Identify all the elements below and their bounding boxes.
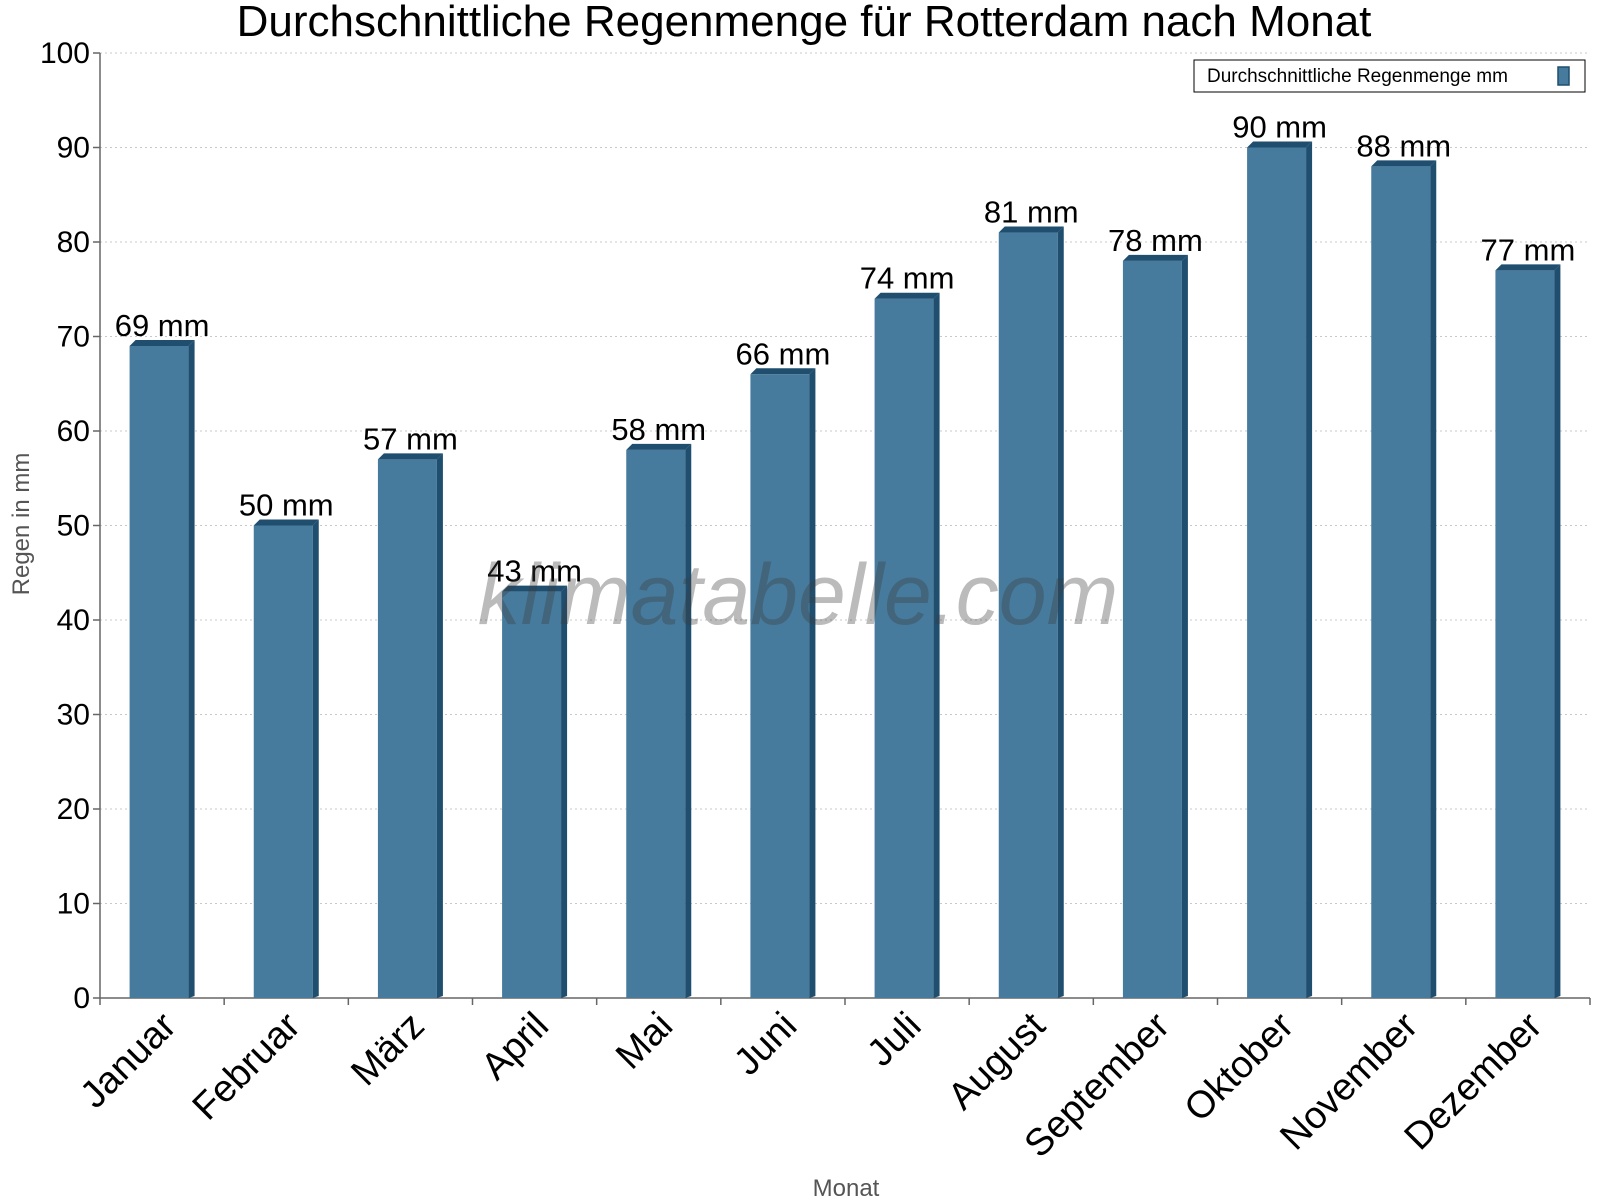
bar-front — [502, 591, 562, 998]
data-label: 90 mm — [1232, 110, 1327, 145]
data-label: 50 mm — [239, 488, 334, 523]
bar-front — [1122, 260, 1182, 998]
bar-top — [1371, 160, 1437, 167]
bar — [253, 519, 319, 998]
y-tick-label: 10 — [57, 888, 90, 921]
bar-front — [129, 345, 189, 998]
bar-front — [750, 374, 810, 998]
y-tick-label: 80 — [57, 226, 90, 259]
bar-side — [1554, 264, 1561, 999]
legend: Durchschnittliche Regenmenge mm — [1193, 59, 1586, 93]
y-axis-title: Regen in mm — [8, 453, 35, 596]
x-tick-label: April — [473, 1005, 556, 1088]
bar-top — [502, 585, 568, 592]
bar-top — [998, 226, 1064, 233]
x-tick-label: Oktober — [1177, 1004, 1303, 1130]
bar — [377, 453, 443, 999]
bar-front — [998, 232, 1058, 999]
data-label: 58 mm — [611, 412, 706, 447]
y-tick-label: 90 — [57, 132, 90, 165]
legend-label: Durchschnittliche Regenmenge mm — [1207, 66, 1508, 87]
bar-top — [377, 453, 443, 460]
bar-front — [1371, 166, 1431, 998]
data-label: 69 mm — [115, 308, 210, 343]
bar-front — [626, 449, 686, 998]
bar-top — [1247, 141, 1313, 148]
bar-front — [1495, 270, 1555, 999]
bar-front — [253, 525, 313, 998]
x-axis-title: Monat — [813, 1175, 880, 1200]
data-label: 88 mm — [1356, 128, 1451, 163]
watermark: klimatabelle.com — [478, 547, 1118, 643]
y-tick-label: 20 — [57, 793, 90, 826]
data-labels: 69 mm 50 mm 57 mm 43 mm 58 mm 66 mm 74 mm 81 mm… — [115, 110, 1576, 589]
data-label: 66 mm — [736, 336, 831, 371]
bar — [874, 292, 940, 998]
bar-side — [933, 292, 940, 998]
bar-top — [874, 292, 940, 299]
bar — [1495, 264, 1561, 999]
y-tick-label: 50 — [57, 510, 90, 543]
bar-side — [1306, 141, 1313, 998]
bar-side — [1181, 254, 1188, 998]
y-tick-label: 30 — [57, 699, 90, 732]
bar — [129, 339, 195, 998]
bar-top — [1495, 264, 1561, 271]
chart-title: Durchschnittliche Regenmenge für Rotterd… — [237, 0, 1372, 46]
data-label: 81 mm — [984, 195, 1079, 230]
bar — [502, 585, 568, 998]
y-tick-label: 40 — [57, 604, 90, 637]
bar-side — [436, 453, 443, 999]
y-tick-label: 100 — [40, 37, 90, 70]
bars — [129, 141, 1561, 999]
bar-top — [1122, 254, 1188, 261]
bar-side — [1057, 226, 1064, 999]
y-tick-label: 60 — [57, 415, 90, 448]
bar — [1122, 254, 1188, 998]
gridlines — [100, 52, 1590, 904]
bar-top — [129, 339, 195, 346]
bar-side — [685, 443, 692, 998]
bar-top — [750, 368, 816, 375]
bar-side — [561, 585, 568, 998]
x-tick-label: Juli — [859, 1005, 929, 1075]
bar — [626, 443, 692, 998]
y-tick-label: 0 — [73, 982, 90, 1015]
data-label: 77 mm — [1481, 232, 1576, 267]
data-label: 78 mm — [1108, 223, 1203, 258]
bar — [998, 226, 1064, 999]
bar-side — [188, 339, 195, 998]
x-tick-labels: Januar Februar März April Mai Juni Juli AugustS… — [73, 1004, 1551, 1165]
bar — [1247, 141, 1313, 998]
legend-box — [1193, 59, 1586, 93]
x-tick-label: August — [940, 1004, 1054, 1118]
x-tick-label: Dezember — [1397, 1004, 1551, 1158]
bar-side — [312, 519, 319, 998]
x-tick-label: Juni — [726, 1005, 805, 1084]
axes: 0 10 20 30 40 50 60 70 80 90 100 — [40, 37, 1591, 1015]
bar-top — [253, 519, 319, 526]
bar-top — [626, 443, 692, 450]
bar — [1371, 160, 1437, 998]
data-label: 57 mm — [363, 421, 458, 456]
x-tick-label: Mai — [608, 1005, 681, 1078]
bar — [750, 368, 816, 998]
bar-side — [1430, 160, 1437, 998]
bar-side — [809, 368, 816, 998]
y-tick-label: 70 — [57, 321, 90, 354]
data-label: 43 mm — [487, 554, 582, 589]
x-tick-label: Februar — [185, 1004, 309, 1128]
bar-front — [874, 298, 934, 998]
x-tick-label: Januar — [73, 1004, 185, 1116]
bar-front — [1247, 147, 1307, 998]
bar-front — [377, 459, 437, 999]
x-tick-label: März — [343, 1005, 432, 1094]
legend-swatch — [1557, 66, 1570, 86]
data-label: 74 mm — [860, 261, 955, 296]
